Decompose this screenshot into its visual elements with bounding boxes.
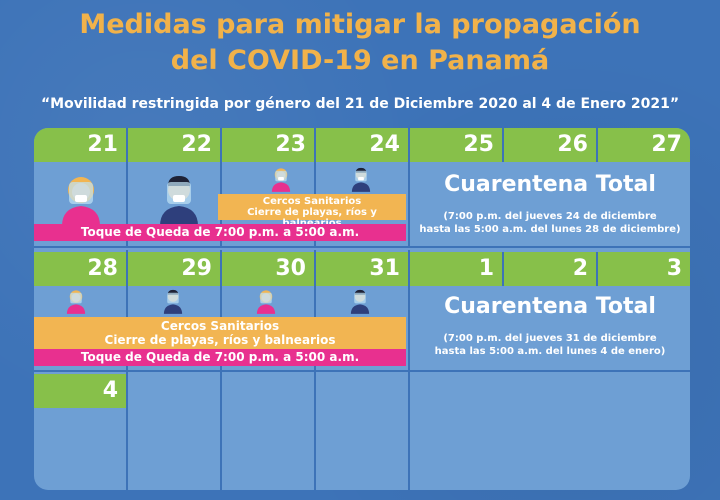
curfew-banner: Toque de Queda de 7:00 p.m. a 5:00 a.m. <box>34 224 406 241</box>
calendar-cell <box>222 372 316 490</box>
day-header: 22 <box>128 128 222 162</box>
total-quarantine-title: Cuarentena Total <box>444 294 656 319</box>
calendar-cell <box>34 250 128 372</box>
calendar-cell <box>128 372 222 490</box>
day-header: 2 <box>504 252 598 286</box>
quarantine-period-line2: hasta las 5:00 a.m. del lunes 4 de enero… <box>434 346 666 357</box>
sanitary-fence-banner: Cercos Sanitarios Cierre de playas, ríos… <box>218 194 406 229</box>
calendar-cell <box>410 128 504 248</box>
calendar-cell <box>316 372 410 490</box>
day-header: 3 <box>598 252 690 286</box>
calendar-cell <box>598 128 690 248</box>
day-header: 1 <box>410 252 504 286</box>
total-quarantine-title: Cuarentena Total <box>444 172 656 197</box>
calendar-cell <box>410 372 690 490</box>
calendar-cell <box>128 250 222 372</box>
day-header: 4 <box>34 374 128 408</box>
woman-faceshield-icon <box>271 168 291 192</box>
beach-closure-label: Cierre de playas, ríos y balnearios <box>104 333 336 347</box>
man-faceshield-icon <box>163 289 183 314</box>
day-header: 29 <box>128 252 222 286</box>
day-header: 25 <box>410 128 504 162</box>
day-header: 21 <box>34 128 128 162</box>
woman-faceshield-icon <box>66 290 86 314</box>
calendar-cell <box>222 250 316 372</box>
calendar-cell <box>316 128 410 248</box>
day-header: 26 <box>504 128 598 162</box>
day-header: 31 <box>316 252 410 286</box>
day-header: 28 <box>34 252 128 286</box>
sanitary-fence-label: Cercos Sanitarios <box>160 319 280 333</box>
day-header: 23 <box>222 128 316 162</box>
day-header: 27 <box>598 128 690 162</box>
quarantine-period-line1: (7:00 p.m. del jueves 31 de diciembre <box>443 333 657 344</box>
calendar-cell <box>316 250 410 372</box>
page-title-line2: del COVID-19 en Panamá <box>170 45 550 76</box>
sanitary-fence-banner: Cercos Sanitarios Cierre de playas, ríos… <box>34 317 406 349</box>
quarantine-period-line2: hasta las 5:00 a.m. del lunes 28 de dici… <box>419 224 681 235</box>
beach-closure-label: Cierre de playas, ríos y balnearios <box>247 207 377 229</box>
calendar-cell <box>410 250 690 372</box>
sanitary-fence-label: Cercos Sanitarios <box>262 196 362 207</box>
quarantine-period-line1: (7:00 p.m. del jueves 24 de diciembre <box>443 211 657 222</box>
calendar-cell <box>504 128 598 248</box>
day-header: 30 <box>222 252 316 286</box>
calendar-cell <box>34 128 128 248</box>
calendar-cell <box>34 372 128 490</box>
calendar-cell <box>222 128 316 248</box>
page-title-line1: Medidas para mitigar la propagación <box>79 9 641 40</box>
man-faceshield-icon <box>351 167 371 192</box>
man-faceshield-icon <box>160 176 198 226</box>
woman-faceshield-icon <box>62 177 100 226</box>
calendar-grid: 21 22 23 24 25 26 27 Cercos Sanitarios C… <box>34 128 690 490</box>
man-faceshield-icon <box>350 289 370 314</box>
day-header: 24 <box>316 128 410 162</box>
calendar-cell <box>128 128 222 248</box>
woman-faceshield-icon <box>256 290 276 314</box>
curfew-banner: Toque de Queda de 7:00 p.m. a 5:00 a.m. <box>34 349 406 366</box>
page-subtitle: “Movilidad restringida por género del 21… <box>40 96 680 112</box>
